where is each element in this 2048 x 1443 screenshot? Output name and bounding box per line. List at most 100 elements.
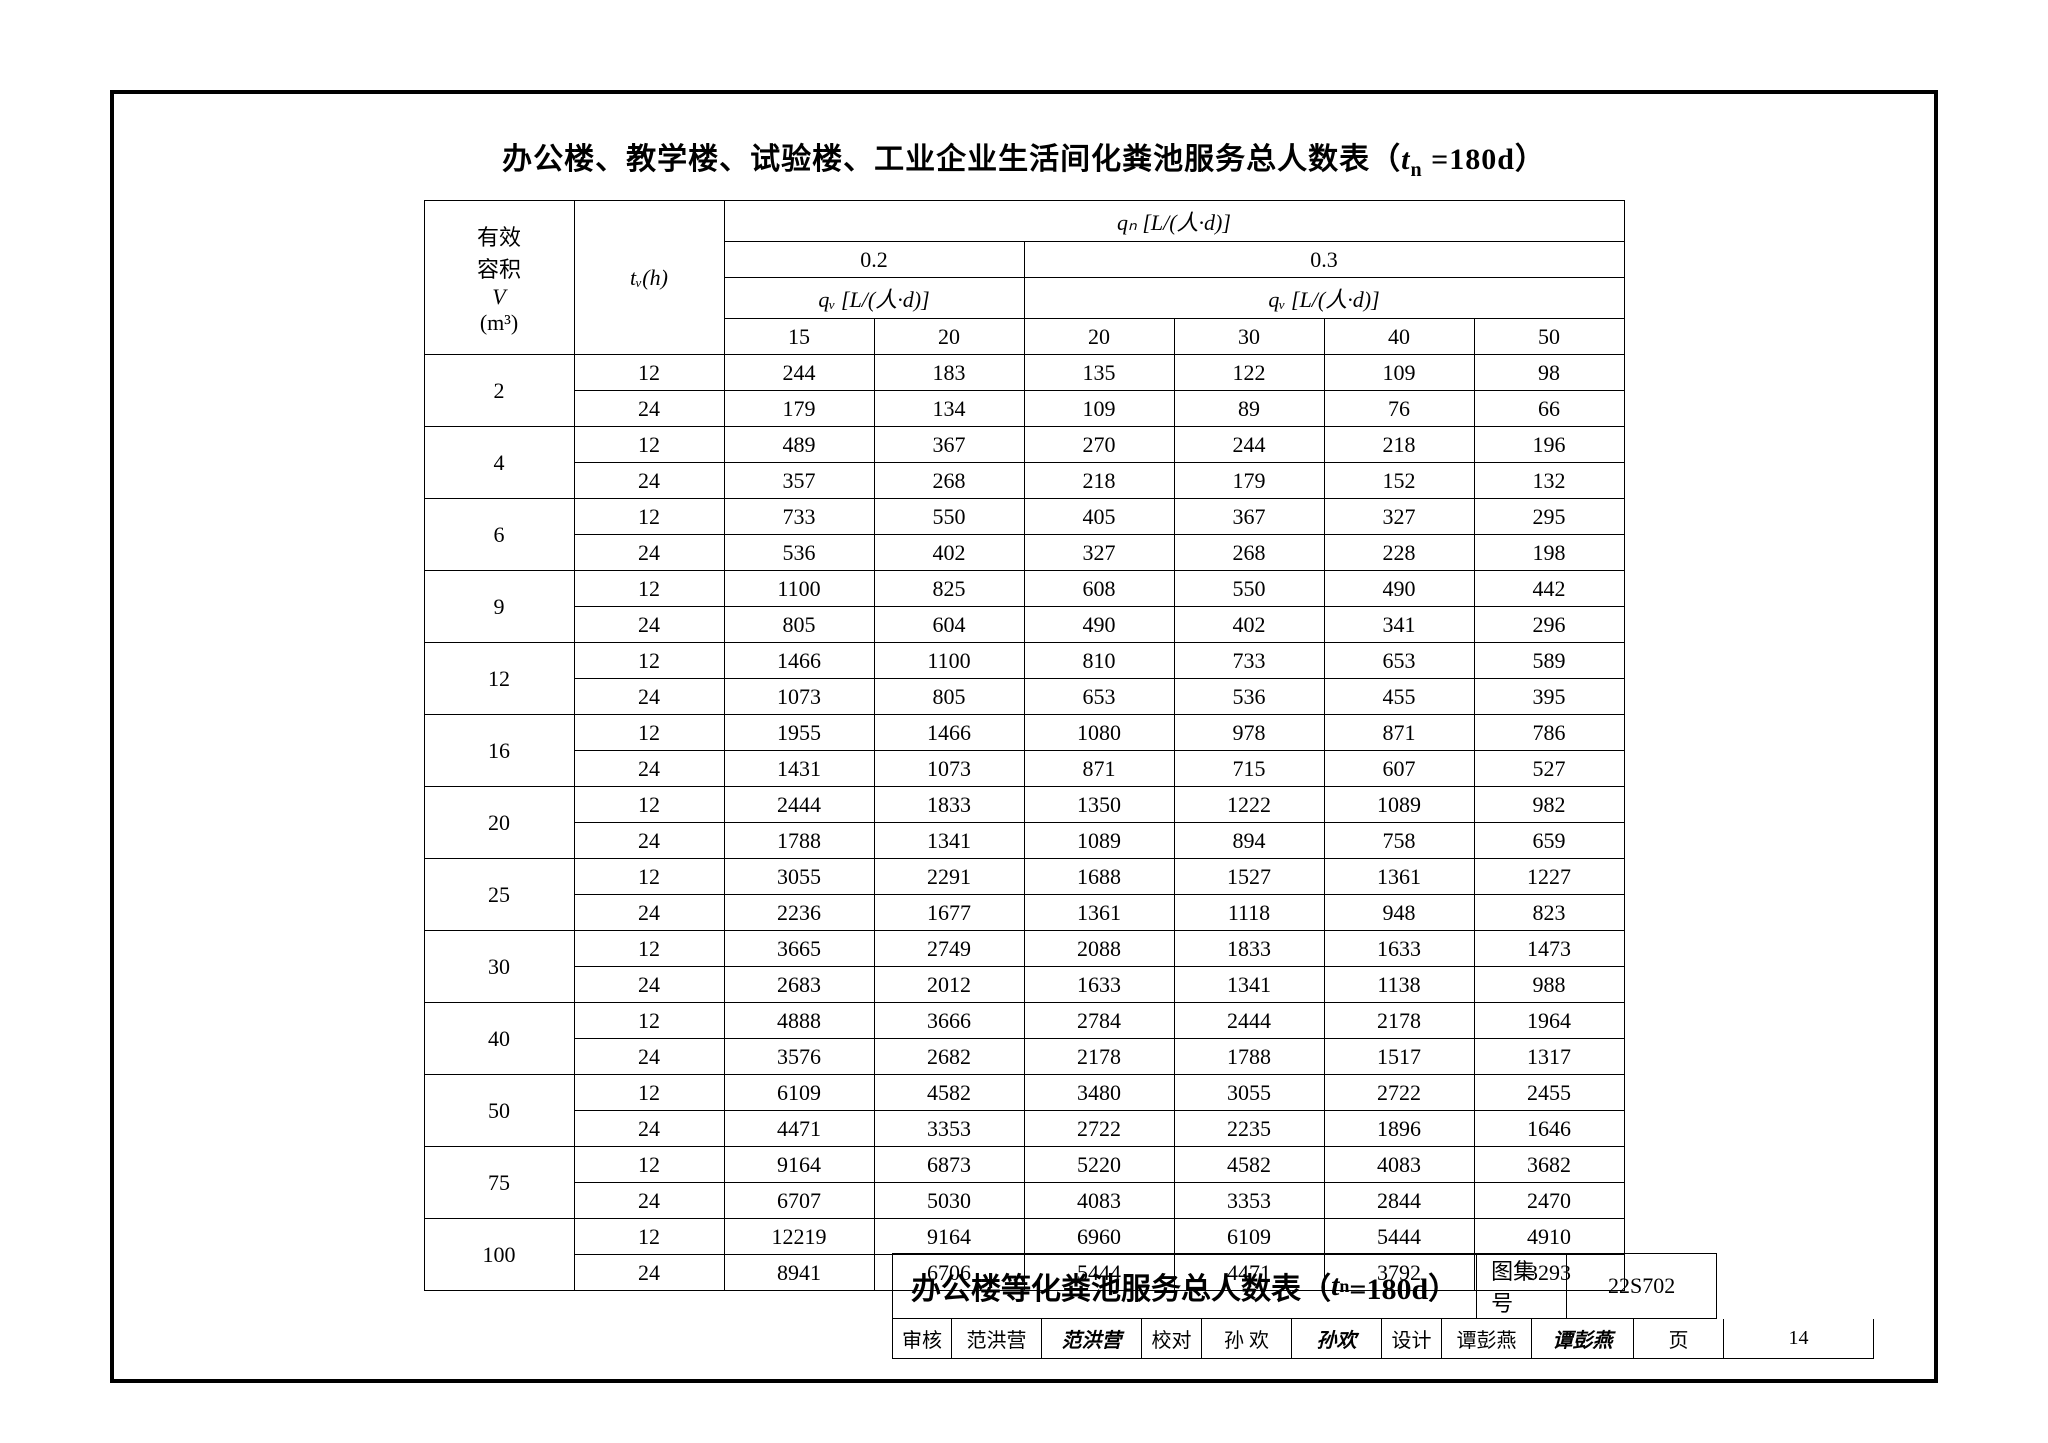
table-row: 24357268218179152132: [424, 463, 1624, 499]
table-row: 24447133532722223518961646: [424, 1111, 1624, 1147]
cell-value: 198: [1474, 535, 1624, 571]
page-value: 14: [1724, 1319, 1874, 1359]
cell-value: 871: [1324, 715, 1474, 751]
table-row: 2426832012163313411138988: [424, 967, 1624, 1003]
table-row: 24178813411089894758659: [424, 823, 1624, 859]
reviewer-name: 范洪营: [952, 1319, 1042, 1359]
cell-value: 405: [1024, 499, 1174, 535]
cell-value: 327: [1024, 535, 1174, 571]
cell-value: 3682: [1474, 1147, 1624, 1183]
design-label: 设计: [1382, 1319, 1442, 1359]
cell-value: 1073: [724, 679, 874, 715]
cell-volume: 2: [424, 355, 574, 427]
cell-value: 1361: [1324, 859, 1474, 895]
cell-value: 1222: [1174, 787, 1324, 823]
table-row: 7512916468735220458240833682: [424, 1147, 1624, 1183]
cell-value: 871: [1024, 751, 1174, 787]
cell-value: 1466: [724, 643, 874, 679]
table-row: 2512305522911688152713611227: [424, 859, 1624, 895]
cell-value: 5444: [1324, 1219, 1474, 1255]
cell-tw: 12: [574, 571, 724, 607]
cell-volume: 6: [424, 499, 574, 571]
cell-tw: 24: [574, 1039, 724, 1075]
cell-value: 2683: [724, 967, 874, 1003]
table-row: 9121100825608550490442: [424, 571, 1624, 607]
cell-value: 1517: [1324, 1039, 1474, 1075]
cell-value: 341: [1324, 607, 1474, 643]
cell-value: 978: [1174, 715, 1324, 751]
cell-tw: 24: [574, 463, 724, 499]
cell-value: 608: [1024, 571, 1174, 607]
cell-value: 604: [874, 607, 1024, 643]
cell-value: 1350: [1024, 787, 1174, 823]
hdr-col-20b: 20: [1024, 319, 1174, 355]
cell-tw: 24: [574, 823, 724, 859]
cell-value: 455: [1324, 679, 1474, 715]
cell-value: 1896: [1324, 1111, 1474, 1147]
drawing-frame: 办公楼、教学楼、试验楼、工业企业生活间化粪池服务总人数表（tn =180d） 有…: [110, 90, 1938, 1383]
cell-volume: 75: [424, 1147, 574, 1219]
cell-tw: 24: [574, 967, 724, 1003]
cell-value: 1527: [1174, 859, 1324, 895]
cell-value: 218: [1024, 463, 1174, 499]
cell-value: 659: [1474, 823, 1624, 859]
proof-sig: 孙欢: [1292, 1319, 1382, 1359]
cell-value: 270: [1024, 427, 1174, 463]
cell-value: 3576: [724, 1039, 874, 1075]
cell-value: 536: [724, 535, 874, 571]
cell-value: 196: [1474, 427, 1624, 463]
cell-value: 179: [1174, 463, 1324, 499]
cell-value: 490: [1024, 607, 1174, 643]
hdr-col-40: 40: [1324, 319, 1474, 355]
cell-value: 2722: [1024, 1111, 1174, 1147]
hdr-qw-02: qᵥ [L/(人·d)]: [724, 278, 1024, 319]
cell-value: 1466: [874, 715, 1024, 751]
cell-value: 2178: [1324, 1003, 1474, 1039]
cell-value: 1688: [1024, 859, 1174, 895]
cell-tw: 12: [574, 715, 724, 751]
cell-value: 527: [1474, 751, 1624, 787]
cell-value: 2749: [874, 931, 1024, 967]
cell-value: 295: [1474, 499, 1624, 535]
reviewer-label: 审核: [892, 1319, 952, 1359]
cell-value: 244: [724, 355, 874, 391]
cell-value: 98: [1474, 355, 1624, 391]
cell-value: 653: [1324, 643, 1474, 679]
cell-tw: 12: [574, 1003, 724, 1039]
cell-value: 1633: [1324, 931, 1474, 967]
cell-tw: 12: [574, 787, 724, 823]
cell-value: 268: [874, 463, 1024, 499]
cell-tw: 12: [574, 931, 724, 967]
table-row: 241073805653536455395: [424, 679, 1624, 715]
table-row: 612733550405367327295: [424, 499, 1624, 535]
cell-value: 1361: [1024, 895, 1174, 931]
cell-value: 2444: [1174, 1003, 1324, 1039]
table-row: 24805604490402341296: [424, 607, 1624, 643]
cell-value: 6109: [724, 1075, 874, 1111]
cell-value: 134: [874, 391, 1024, 427]
hdr-qw-03: qᵥ [L/(人·d)]: [1024, 278, 1624, 319]
atlas-label: 图集号: [1477, 1253, 1567, 1319]
hdr-qn-03: 0.3: [1024, 242, 1624, 278]
table-row: 24670750304083335328442470: [424, 1183, 1624, 1219]
cell-value: 109: [1024, 391, 1174, 427]
table-row: 3012366527492088183316331473: [424, 931, 1624, 967]
cell-tw: 24: [574, 1255, 724, 1291]
design-sig: 谭彭燕: [1532, 1319, 1634, 1359]
footer-title: 办公楼等化粪池服务总人数表（tn =180d）: [892, 1253, 1477, 1319]
cell-value: 1089: [1024, 823, 1174, 859]
cell-value: 2012: [874, 967, 1024, 1003]
cell-value: 1089: [1324, 787, 1474, 823]
cell-tw: 12: [574, 355, 724, 391]
table-row: 2414311073871715607527: [424, 751, 1624, 787]
cell-value: 490: [1324, 571, 1474, 607]
hdr-qn-02: 0.2: [724, 242, 1024, 278]
cell-volume: 16: [424, 715, 574, 787]
page-title: 办公楼、教学楼、试验楼、工业企业生活间化粪池服务总人数表（tn =180d）: [174, 134, 1874, 182]
cell-value: 367: [1174, 499, 1324, 535]
cell-value: 3666: [874, 1003, 1024, 1039]
cell-value: 8941: [724, 1255, 874, 1291]
title-sub: n: [1410, 159, 1422, 181]
table-row: 201224441833135012221089982: [424, 787, 1624, 823]
cell-value: 402: [874, 535, 1024, 571]
